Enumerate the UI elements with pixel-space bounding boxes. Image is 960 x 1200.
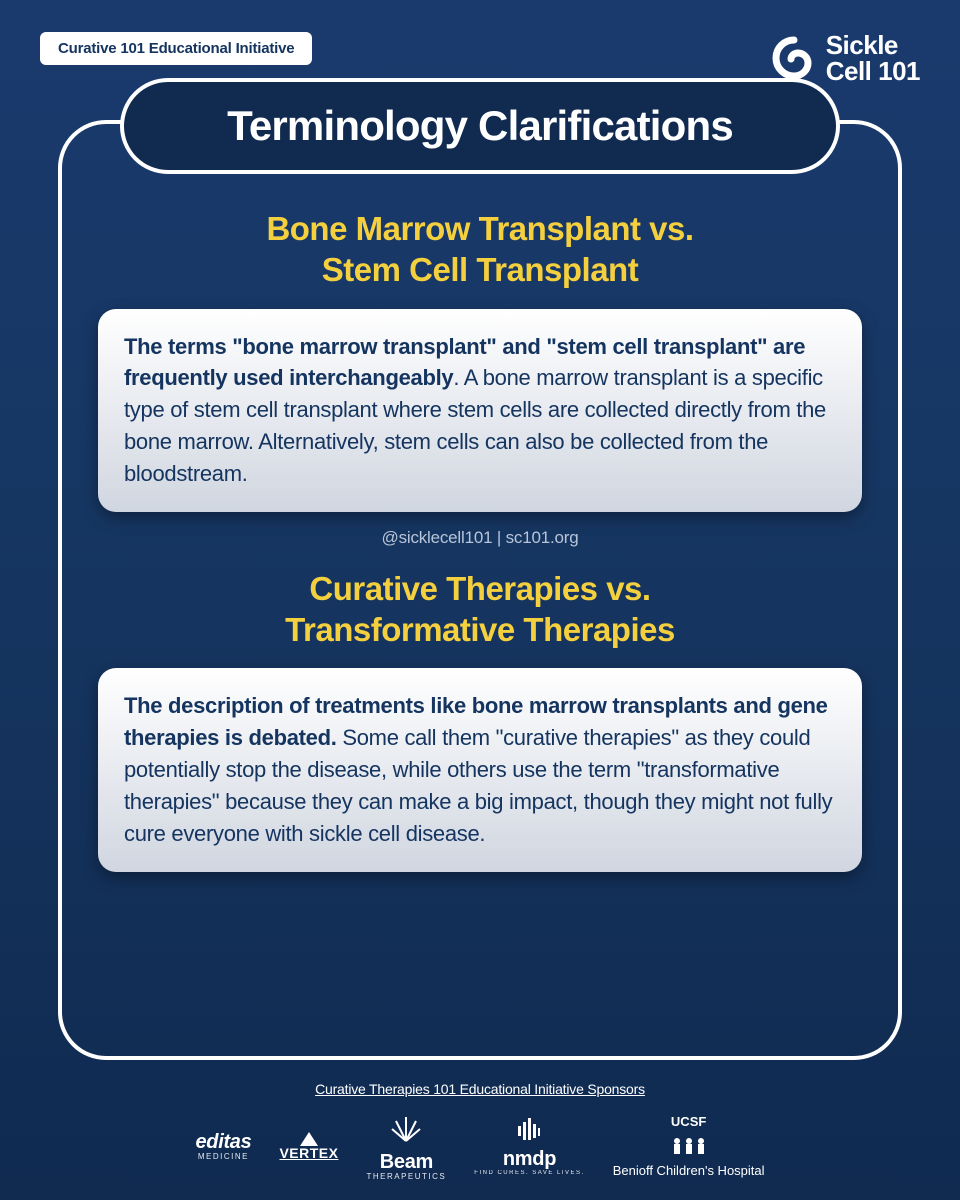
content-stack: Bone Marrow Transplant vs. Stem Cell Tra… bbox=[62, 208, 898, 872]
sponsor-vertex-name: VERTEX bbox=[279, 1146, 338, 1161]
sponsor-ucsf-prefix: UCSF bbox=[671, 1115, 706, 1129]
page-title: Terminology Clarifications bbox=[164, 102, 796, 150]
section-heading-1: Bone Marrow Transplant vs. Stem Cell Tra… bbox=[98, 208, 862, 291]
sponsor-editas-sub: MEDICINE bbox=[198, 1153, 249, 1162]
header-row: Curative 101 Educational Initiative Sick… bbox=[0, 0, 960, 84]
sponsor-editas: editas MEDICINE bbox=[195, 1131, 251, 1162]
section-heading-2: Curative Therapies vs. Transformative Th… bbox=[98, 568, 862, 651]
heading-1-line1: Bone Marrow Transplant vs. bbox=[266, 210, 693, 247]
initiative-label: Curative 101 Educational Initiative bbox=[40, 32, 312, 65]
footer: Curative Therapies 101 Educational Initi… bbox=[0, 1081, 960, 1182]
sponsors-label: Curative Therapies 101 Educational Initi… bbox=[0, 1081, 960, 1097]
sponsor-beam-name: Beam bbox=[366, 1151, 446, 1173]
children-icon bbox=[671, 1136, 707, 1158]
info-card-2: The description of treatments like bone … bbox=[98, 668, 862, 871]
nmdp-bars-icon bbox=[518, 1116, 540, 1142]
brand-logo: Sickle Cell 101 bbox=[772, 32, 920, 84]
sponsor-nmdp-name: nmdp bbox=[474, 1148, 584, 1170]
sponsor-nmdp: nmdp FIND CURES. SAVE LIVES. bbox=[474, 1116, 584, 1177]
beam-rays-icon bbox=[389, 1111, 423, 1145]
brand-line1: Sickle bbox=[826, 32, 920, 58]
heading-2-line2: Transformative Therapies bbox=[285, 611, 675, 648]
sponsor-beam-sub: THERAPEUTICS bbox=[366, 1173, 446, 1182]
sponsor-vertex: VERTEX bbox=[279, 1132, 338, 1161]
info-card-1: The terms "bone marrow transplant" and "… bbox=[98, 309, 862, 512]
content-frame: Terminology Clarifications Bone Marrow T… bbox=[58, 120, 902, 1060]
heading-1-line2: Stem Cell Transplant bbox=[322, 251, 638, 288]
sponsor-nmdp-sub: FIND CURES. SAVE LIVES. bbox=[474, 1170, 584, 1177]
title-pill: Terminology Clarifications bbox=[120, 78, 840, 174]
brand-line2: Cell 101 bbox=[826, 58, 920, 84]
sponsor-ucsf-name: Benioff Children's Hospital bbox=[613, 1164, 765, 1178]
sponsor-editas-name: editas bbox=[195, 1131, 251, 1153]
brand-swirl-icon bbox=[772, 36, 816, 80]
sponsor-beam: Beam THERAPEUTICS bbox=[366, 1111, 446, 1182]
sponsor-ucsf: UCSF Benioff Children's Hospital bbox=[613, 1115, 765, 1178]
sponsor-row: editas MEDICINE VERTEX Beam THERAPEUTICS bbox=[0, 1111, 960, 1182]
vertex-triangle-icon bbox=[300, 1132, 318, 1146]
attribution: @sicklecell101 | sc101.org bbox=[98, 528, 862, 548]
heading-2-line1: Curative Therapies vs. bbox=[309, 570, 650, 607]
